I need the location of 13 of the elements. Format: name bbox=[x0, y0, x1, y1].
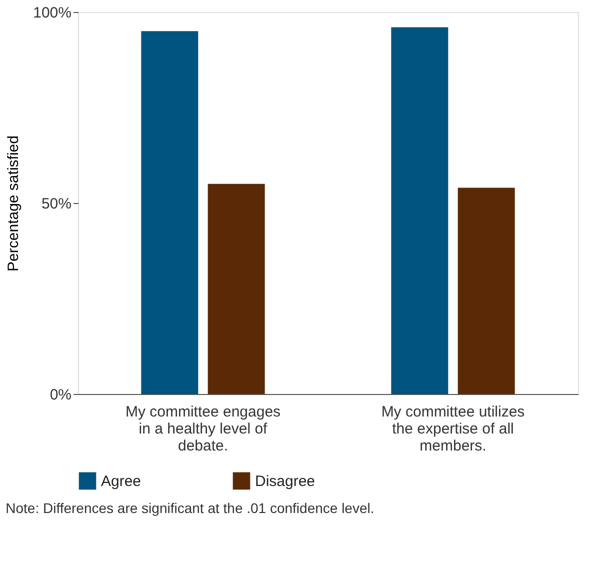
legend-label: Disagree bbox=[255, 472, 316, 490]
bar bbox=[141, 31, 198, 394]
bar bbox=[458, 188, 515, 394]
legend-label: Agree bbox=[101, 472, 142, 490]
x-tick-label: My committee engages in a healthy level of debate. bbox=[125, 404, 281, 454]
y-tick-label: 50% bbox=[41, 196, 72, 212]
bar bbox=[391, 27, 448, 394]
x-tick-label: My committee utilizes the expertise of all members. bbox=[381, 404, 525, 454]
y-tick-label: 0% bbox=[50, 386, 72, 404]
bar bbox=[208, 184, 265, 394]
y-axis-title: Percentage satisfied bbox=[5, 136, 22, 272]
y-tick-label: 100% bbox=[33, 4, 72, 22]
text: Note: Differences are significant at the .01 confidence level. bbox=[6, 500, 374, 516]
